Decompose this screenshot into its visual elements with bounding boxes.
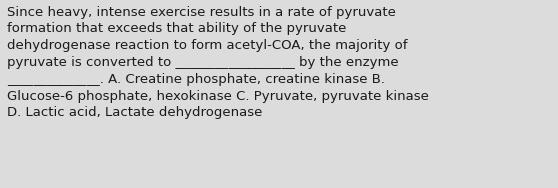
Text: Since heavy, intense exercise results in a rate of pyruvate
formation that excee: Since heavy, intense exercise results in… (7, 6, 429, 119)
